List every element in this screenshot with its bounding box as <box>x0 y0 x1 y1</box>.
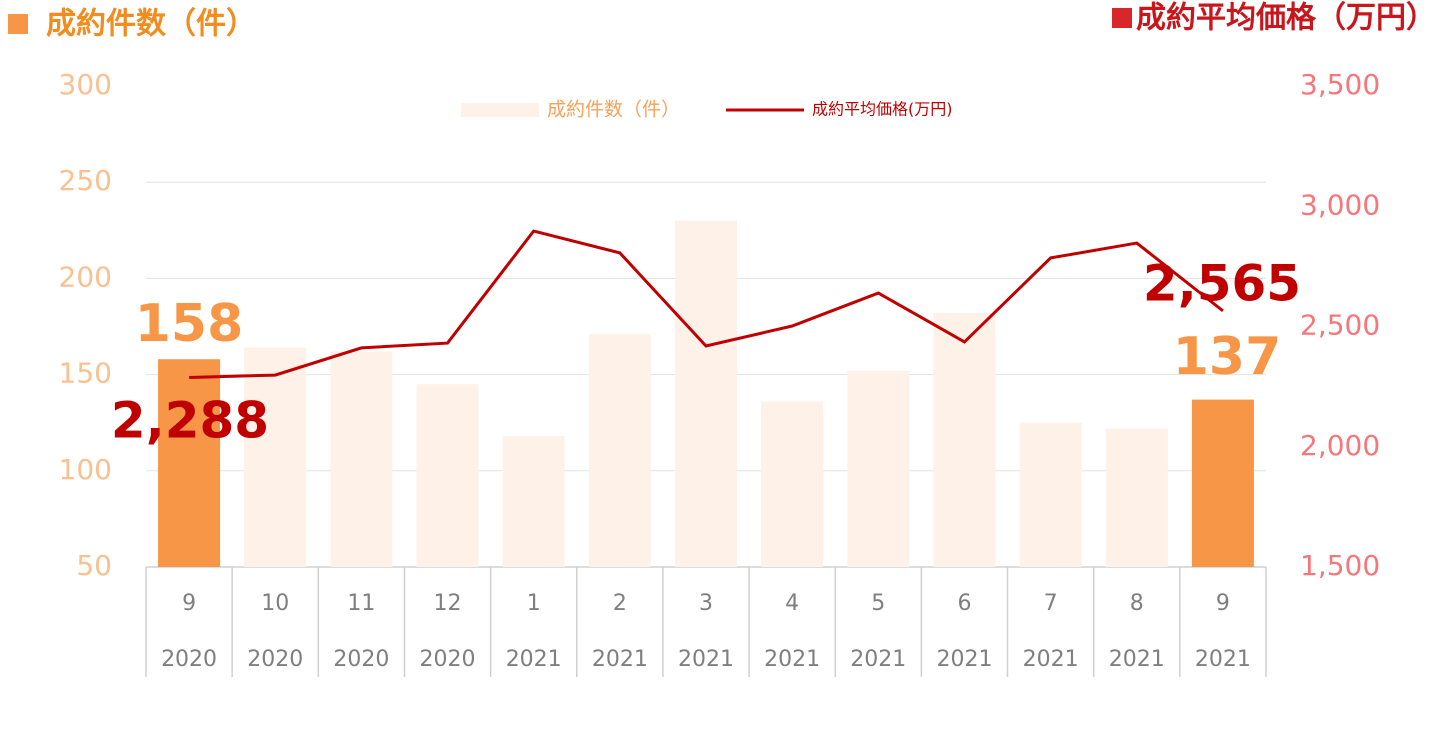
x-year-label: 2020 <box>161 647 217 672</box>
y2-axis-header: 成約平均価格（万円） <box>1136 1 1436 36</box>
legend-swatch <box>461 103 539 117</box>
y-tick-label: 50 <box>76 549 112 582</box>
y-tick-label: 200 <box>59 260 112 293</box>
x-year-label: 2021 <box>1023 647 1079 672</box>
x-year-label: 2020 <box>247 647 303 672</box>
x-tick-label: 2 <box>613 591 627 616</box>
y2-tick-label: 2,500 <box>1300 309 1380 342</box>
y-axis-header: 成約件数（件） <box>46 7 256 42</box>
x-tick-label: 3 <box>699 591 713 616</box>
bar <box>588 334 651 567</box>
bar-data-label: 137 <box>1173 327 1282 387</box>
x-year-label: 2021 <box>850 647 906 672</box>
x-tick-label: 9 <box>1216 591 1230 616</box>
bar <box>1191 399 1254 567</box>
y-tick-label: 300 <box>59 68 112 101</box>
y2-tick-label: 2,000 <box>1300 429 1380 462</box>
bar <box>1019 422 1082 567</box>
bar <box>933 313 996 567</box>
bar-data-label: 158 <box>135 294 244 354</box>
bar <box>416 384 479 567</box>
bar <box>847 370 910 567</box>
header-square <box>8 14 28 34</box>
y2-tick-label: 3,000 <box>1300 188 1380 221</box>
bar <box>1105 428 1168 567</box>
bar <box>244 347 307 567</box>
x-tick-label: 11 <box>347 591 375 616</box>
x-year-label: 2020 <box>420 647 476 672</box>
x-tick-label: 4 <box>785 591 799 616</box>
x-year-label: 2021 <box>764 647 820 672</box>
x-year-label: 2021 <box>1109 647 1165 672</box>
x-tick-label: 9 <box>182 591 196 616</box>
header-square <box>1112 8 1132 28</box>
y-tick-label: 150 <box>59 357 112 390</box>
bar <box>675 220 737 567</box>
x-year-label: 2021 <box>936 647 992 672</box>
x-tick-label: 1 <box>527 591 541 616</box>
x-tick-label: 7 <box>1044 591 1058 616</box>
y-tick-label: 100 <box>59 453 112 486</box>
x-tick-label: 8 <box>1130 591 1144 616</box>
bar <box>502 436 565 567</box>
line-data-label: 2,565 <box>1143 255 1301 313</box>
bar <box>330 351 393 567</box>
y2-tick-label: 1,500 <box>1300 549 1380 582</box>
y-tick-label: 250 <box>59 164 112 197</box>
y2-tick-label: 3,500 <box>1300 68 1380 101</box>
legend-label: 成約件数（件） <box>547 99 680 121</box>
price-line <box>189 229 1224 379</box>
x-tick-label: 6 <box>957 591 971 616</box>
legend-label: 成約平均価格(万円) <box>812 100 953 119</box>
x-tick-label: 5 <box>871 591 885 616</box>
bar <box>158 359 221 567</box>
x-tick-label: 12 <box>434 591 462 616</box>
bar <box>761 401 824 567</box>
x-year-label: 2020 <box>333 647 389 672</box>
x-year-label: 2021 <box>506 647 562 672</box>
line-data-label: 2,288 <box>111 392 269 450</box>
x-year-label: 2021 <box>592 647 648 672</box>
x-tick-label: 10 <box>261 591 289 616</box>
x-year-label: 2021 <box>1195 647 1251 672</box>
x-year-label: 2021 <box>678 647 734 672</box>
